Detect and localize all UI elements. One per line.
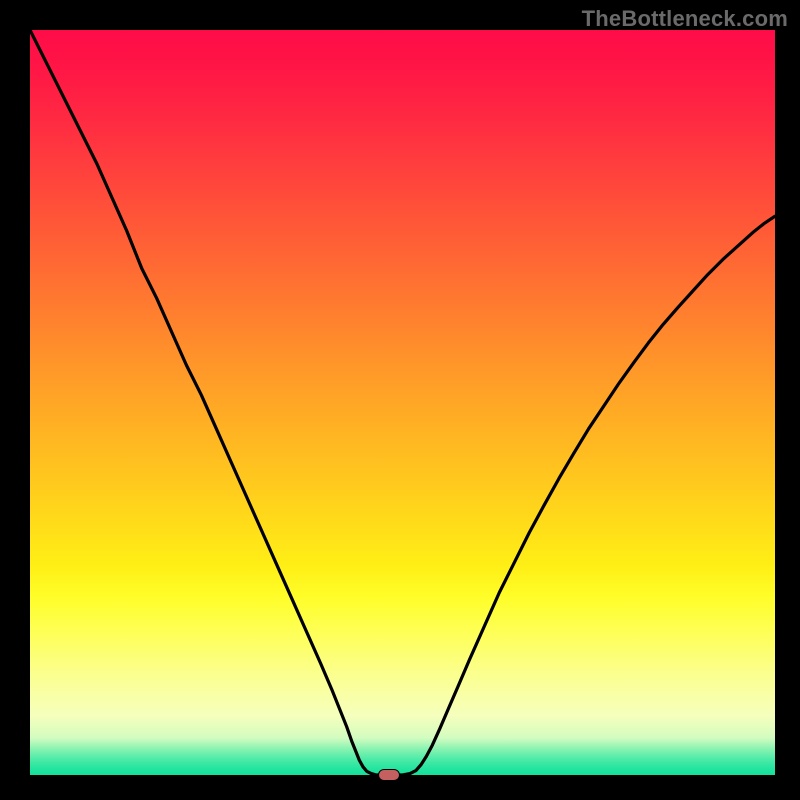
optimal-point-marker (378, 769, 400, 781)
bottleneck-curve (30, 30, 775, 775)
plot-area (30, 30, 775, 775)
bottleneck-curve-svg (30, 30, 775, 775)
watermark-text: TheBottleneck.com (582, 6, 788, 32)
